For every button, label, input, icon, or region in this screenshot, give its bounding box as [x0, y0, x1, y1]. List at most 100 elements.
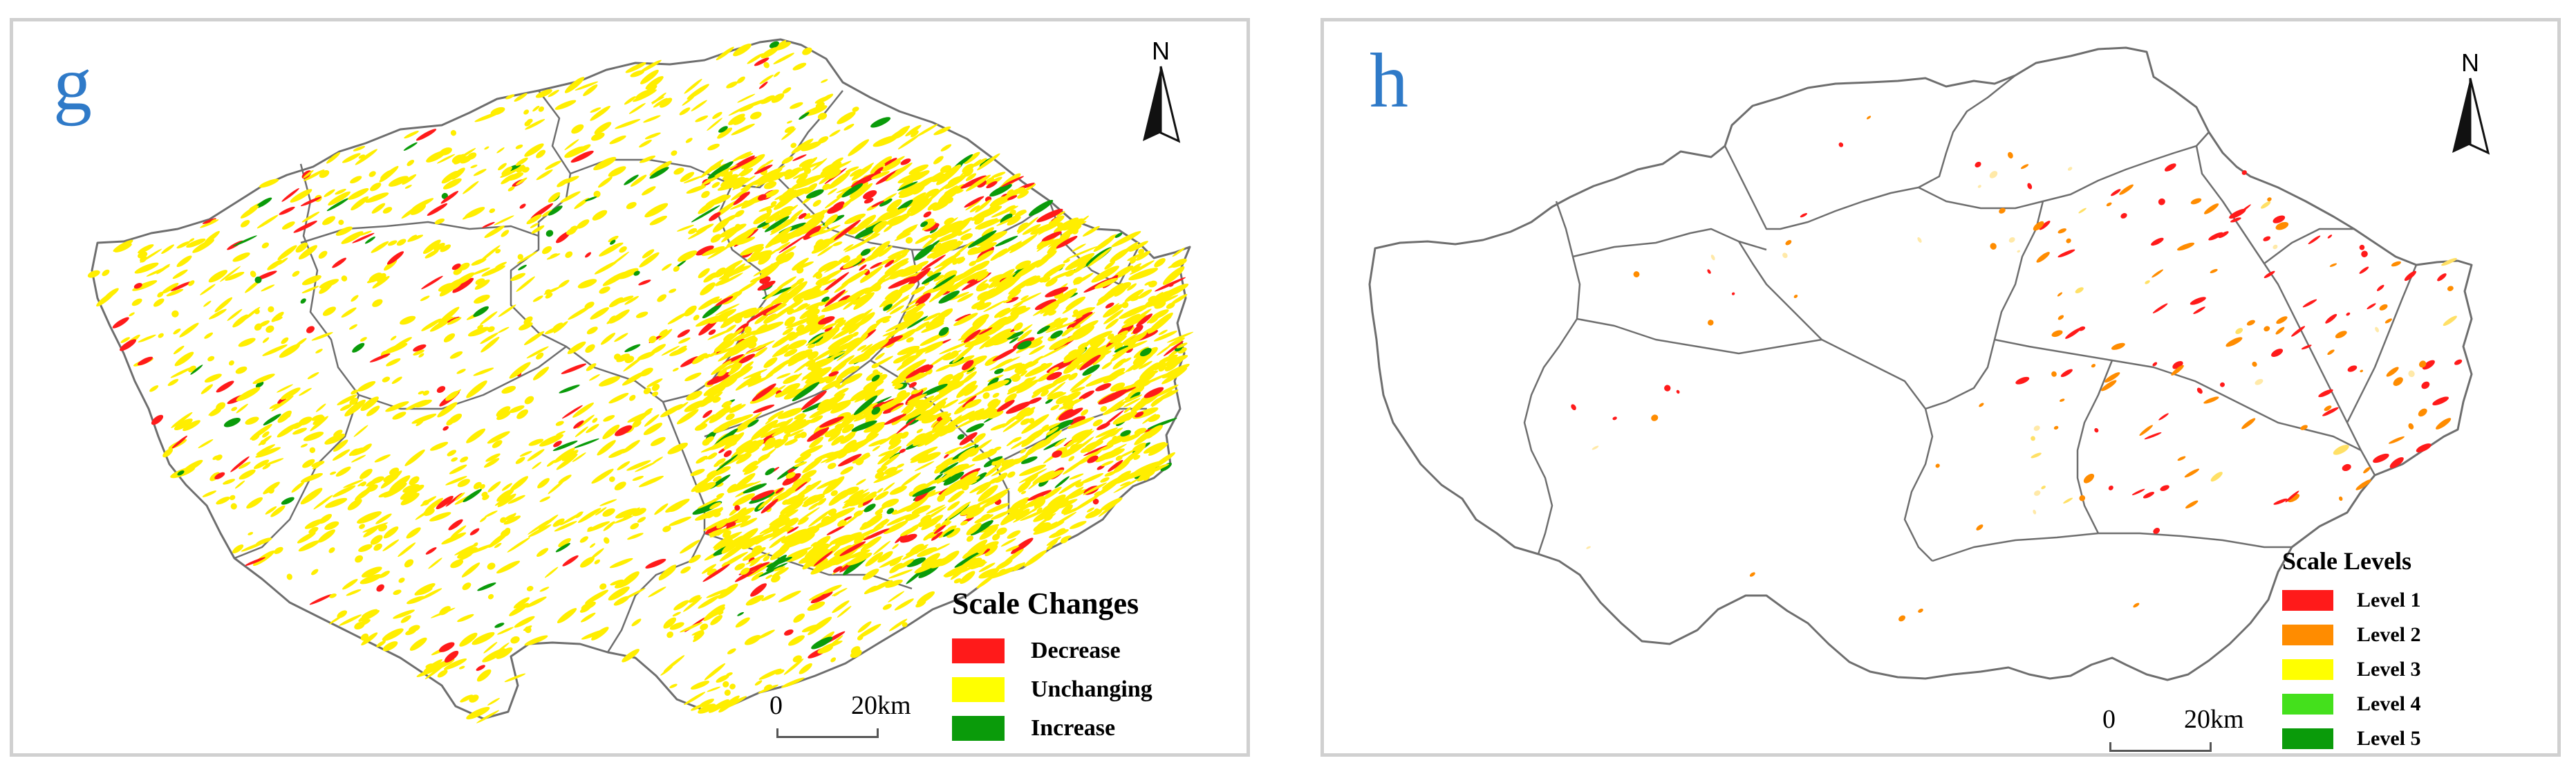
land-patch — [1095, 383, 1112, 392]
land-patch — [747, 378, 764, 386]
land-patch — [310, 416, 329, 432]
land-patch — [372, 299, 383, 307]
land-patch — [984, 544, 998, 557]
land-patch — [831, 435, 844, 446]
legend-swatch-level-2 — [2282, 625, 2333, 645]
land-patch — [1104, 302, 1120, 315]
land-patch — [860, 536, 882, 552]
land-patch — [896, 351, 924, 371]
land-patch — [503, 515, 521, 525]
land-patch — [829, 534, 852, 545]
land-patch — [671, 150, 678, 156]
land-patch — [536, 548, 549, 557]
land-patch — [1036, 513, 1056, 527]
land-patch — [1010, 438, 1029, 450]
land-patch — [745, 340, 775, 355]
land-patch — [255, 381, 264, 388]
land-patch — [557, 178, 570, 187]
land-patch — [852, 107, 859, 112]
land-patch — [960, 175, 987, 189]
land-patch — [452, 277, 474, 293]
land-patch — [398, 578, 405, 583]
land-patch — [875, 509, 884, 515]
land-patch — [793, 613, 805, 623]
land-patch — [406, 527, 421, 539]
land-patch — [411, 414, 437, 424]
land-patch — [436, 154, 456, 164]
land-patch — [265, 458, 284, 466]
land-patch — [424, 497, 443, 513]
land-patch — [1068, 372, 1078, 380]
land-patch — [716, 492, 725, 498]
land-patch — [743, 412, 763, 427]
land-patch — [580, 612, 596, 623]
land-patch — [2210, 472, 2223, 482]
land-patch — [897, 134, 920, 149]
map-h-boundary — [1368, 46, 2473, 681]
land-patch — [884, 259, 895, 268]
land-patch — [516, 409, 528, 419]
land-patch — [801, 141, 822, 151]
land-patch — [799, 306, 819, 320]
land-patch — [905, 514, 920, 522]
land-patch — [803, 105, 828, 116]
land-patch — [2436, 418, 2452, 430]
land-patch — [570, 225, 578, 232]
land-patch — [848, 350, 876, 365]
land-patch — [2375, 326, 2380, 333]
land-patch — [669, 501, 685, 513]
land-patch — [912, 486, 936, 497]
land-patch — [602, 271, 627, 286]
land-patch — [487, 593, 494, 600]
land-patch — [712, 217, 730, 233]
land-patch — [342, 153, 361, 163]
land-patch — [691, 703, 704, 711]
land-patch — [1101, 477, 1121, 489]
land-patch — [640, 69, 659, 84]
land-patch — [590, 307, 609, 320]
land-patch — [747, 419, 759, 427]
land-patch — [332, 485, 356, 497]
legend-item-level-3: Level 3 — [2282, 652, 2420, 687]
land-patch — [319, 282, 333, 294]
land-patch — [905, 364, 930, 379]
land-patch — [2078, 326, 2086, 331]
land-patch — [957, 434, 965, 440]
land-patch — [788, 537, 803, 544]
land-patch — [262, 431, 270, 438]
land-patch — [688, 228, 708, 239]
land-patch — [812, 269, 823, 278]
scale-unit: km — [2210, 705, 2244, 734]
land-patch — [483, 641, 498, 654]
land-patch — [1000, 538, 1016, 547]
land-patch — [886, 508, 895, 515]
land-patch — [734, 505, 740, 511]
land-patch — [2301, 344, 2312, 350]
land-patch — [894, 233, 911, 241]
legend-label: Level 4 — [2357, 692, 2421, 715]
land-patch — [773, 566, 785, 571]
land-patch — [2139, 425, 2153, 436]
land-patch — [609, 135, 626, 145]
land-patch — [904, 283, 915, 289]
land-patch — [2333, 445, 2349, 455]
land-patch — [991, 456, 1003, 462]
land-patch — [637, 517, 646, 523]
land-patch — [362, 609, 378, 618]
land-patch — [1004, 393, 1017, 403]
land-patch — [1168, 337, 1185, 347]
land-patch — [476, 665, 485, 671]
land-patch — [1999, 208, 2006, 214]
land-patch — [238, 461, 251, 469]
land-patch — [537, 478, 550, 489]
land-patch — [886, 513, 912, 526]
land-patch — [443, 658, 467, 670]
land-patch — [1018, 464, 1047, 477]
land-patch — [2421, 381, 2430, 389]
land-patch — [891, 509, 897, 515]
land-patch — [553, 448, 576, 463]
land-patch — [1092, 419, 1103, 427]
land-patch — [608, 448, 628, 459]
land-patch — [400, 492, 420, 506]
land-patch — [519, 322, 533, 331]
